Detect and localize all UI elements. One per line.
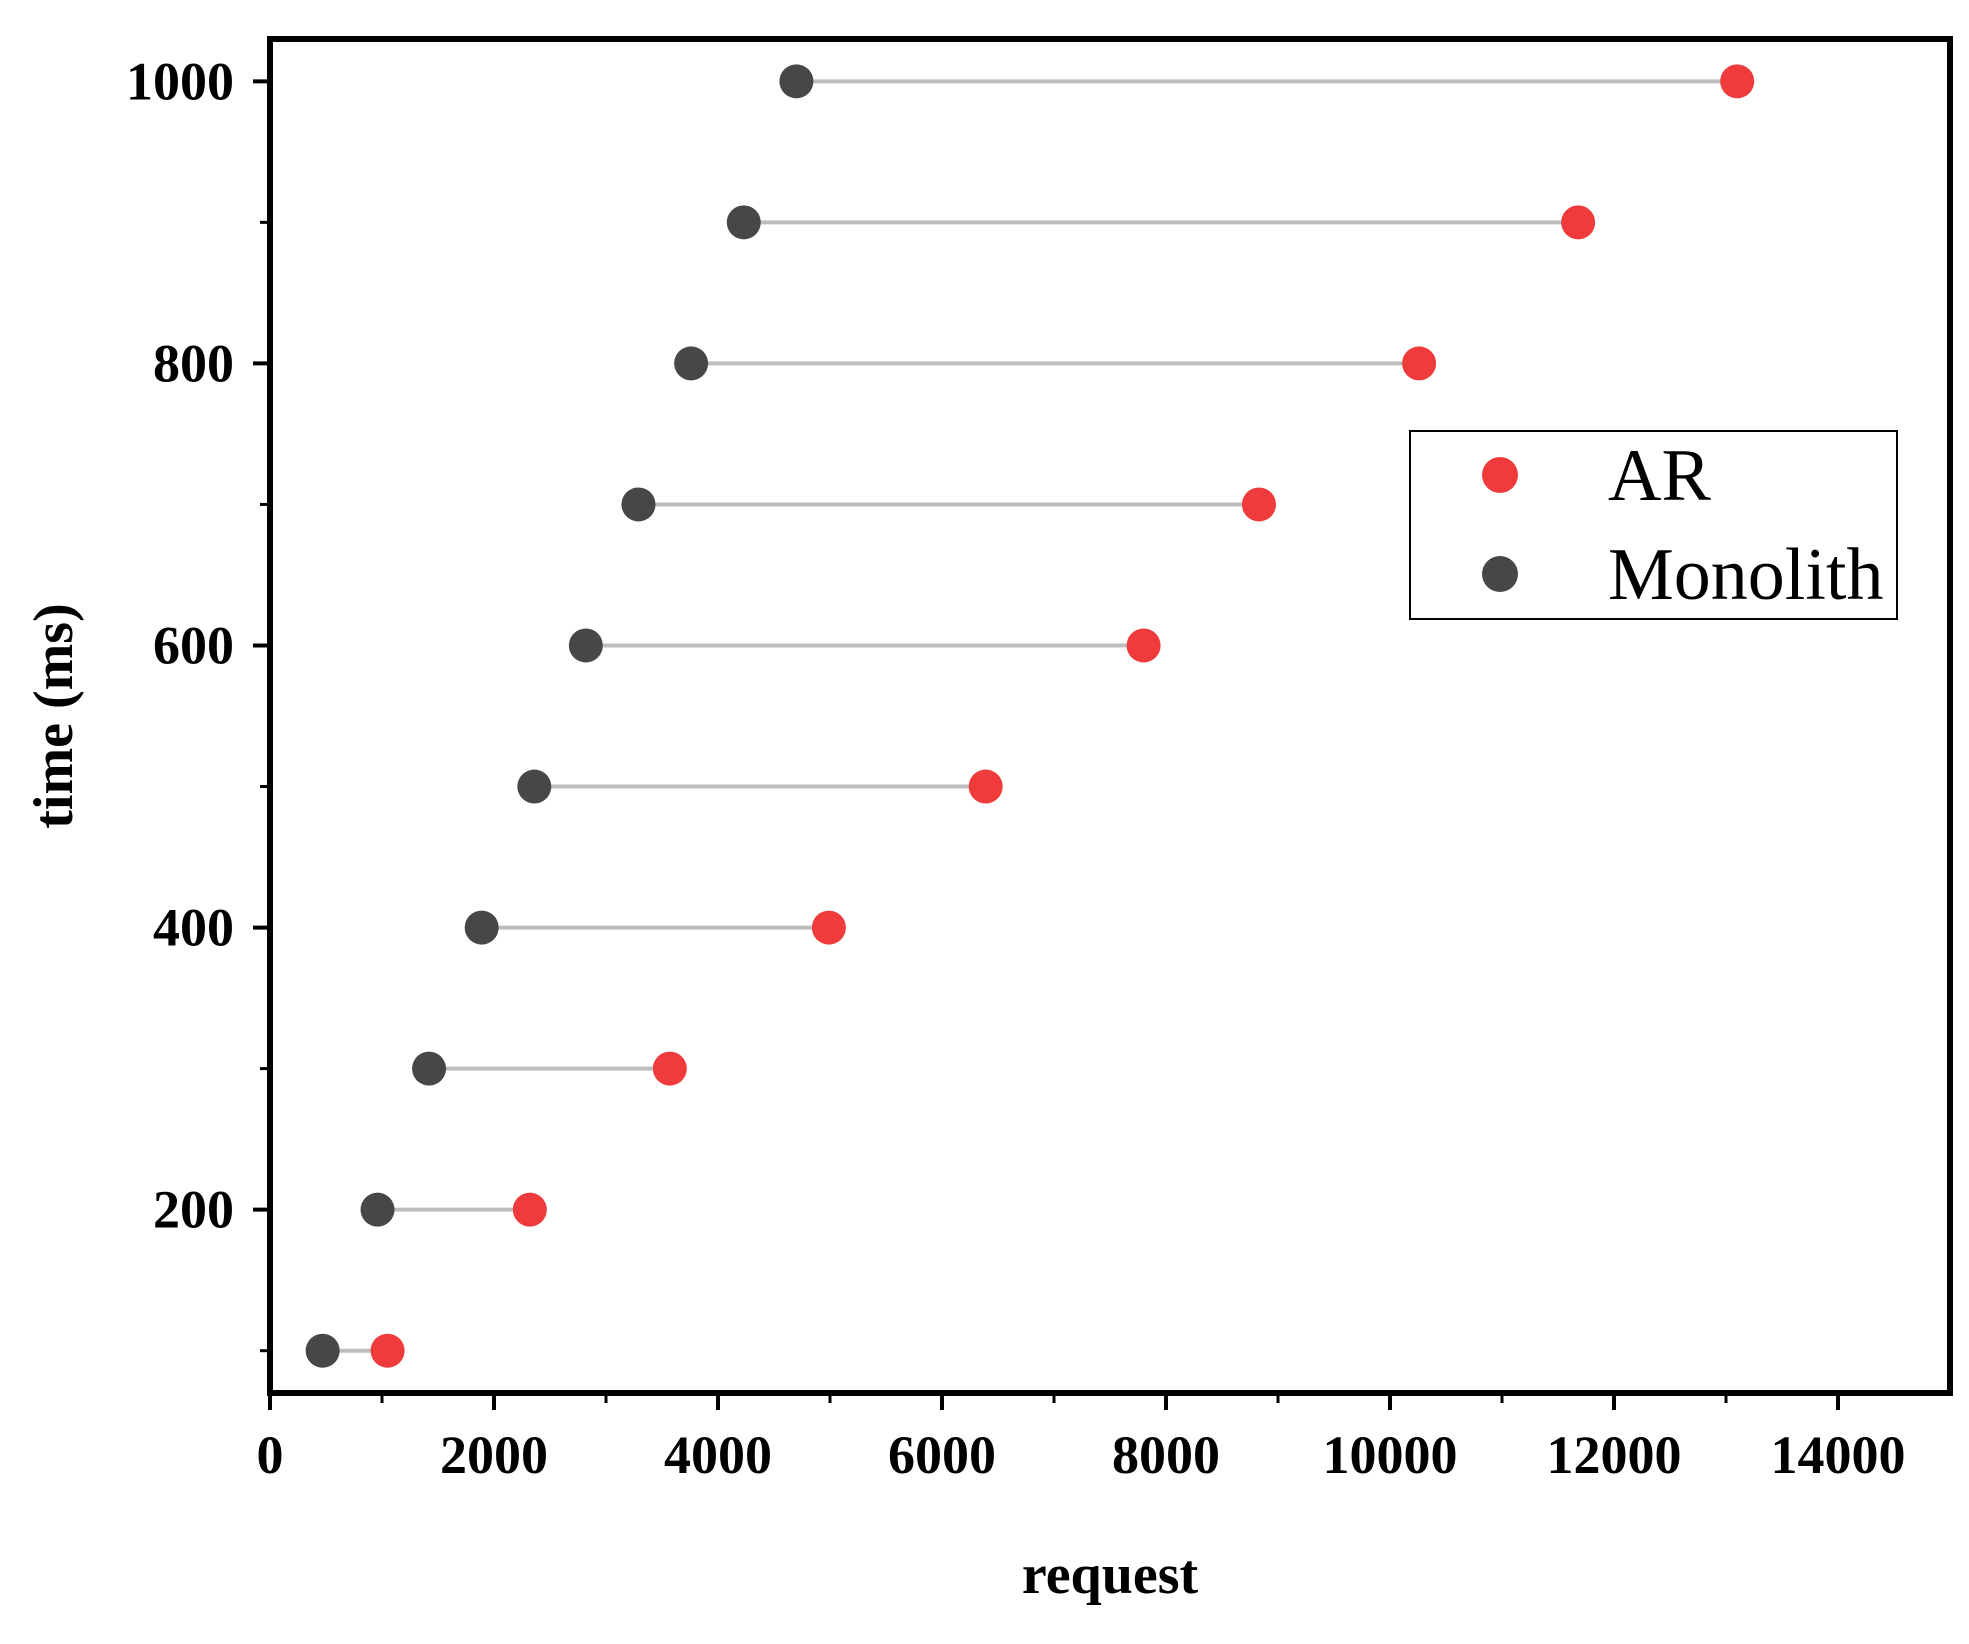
point-ar (1241, 487, 1276, 522)
legend-label-ar: AR (1608, 435, 1711, 517)
legend: AR Monolith (1409, 430, 1898, 620)
point-ar (811, 910, 846, 945)
point-ar (512, 1192, 547, 1227)
data-points (305, 64, 1755, 1368)
x-tick-label: 12000 (1547, 1425, 1682, 1485)
point-ar (370, 1333, 405, 1368)
legend-marker-ar (1482, 457, 1518, 493)
point-ar (1402, 346, 1437, 381)
y-tick-label: 600 (153, 615, 234, 675)
y-axis-ticks: 200 400 600 800 1000 (126, 51, 270, 1240)
point-ar (1126, 628, 1161, 663)
x-tick-label: 8000 (1112, 1425, 1220, 1485)
point-ar (652, 1051, 687, 1086)
legend-marker-monolith (1482, 556, 1518, 592)
y-axis-title: time (ms) (23, 603, 85, 828)
point-monolith (674, 346, 709, 381)
x-tick-label: 2000 (440, 1425, 548, 1485)
x-axis-ticks: 0 2000 4000 6000 8000 10000 12000 14000 (257, 1393, 1906, 1485)
x-tick-label: 14000 (1771, 1425, 1906, 1485)
y-tick-label: 400 (153, 898, 234, 958)
x-tick-label: 10000 (1323, 1425, 1458, 1485)
x-tick-label: 0 (257, 1425, 284, 1485)
plot-frame (267, 36, 1953, 1396)
point-monolith (517, 769, 552, 804)
x-tick-label: 6000 (888, 1425, 996, 1485)
point-monolith (305, 1333, 340, 1368)
point-ar (1720, 64, 1755, 99)
point-monolith (726, 205, 761, 240)
point-monolith (568, 628, 603, 663)
y-tick-label: 1000 (126, 51, 234, 111)
point-ar (968, 769, 1003, 804)
point-ar (1561, 205, 1596, 240)
y-tick-label: 800 (153, 333, 234, 393)
x-axis-title: request (1022, 1544, 1199, 1606)
connector-lines (322, 79, 1738, 1353)
point-monolith (779, 64, 814, 99)
point-monolith (360, 1192, 395, 1227)
point-monolith (464, 910, 499, 945)
legend-label-monolith: Monolith (1608, 534, 1883, 616)
point-monolith (621, 487, 656, 522)
plot-area (270, 39, 1950, 1393)
point-monolith (412, 1051, 447, 1086)
x-tick-label: 4000 (664, 1425, 772, 1485)
y-tick-label: 200 (153, 1180, 234, 1240)
